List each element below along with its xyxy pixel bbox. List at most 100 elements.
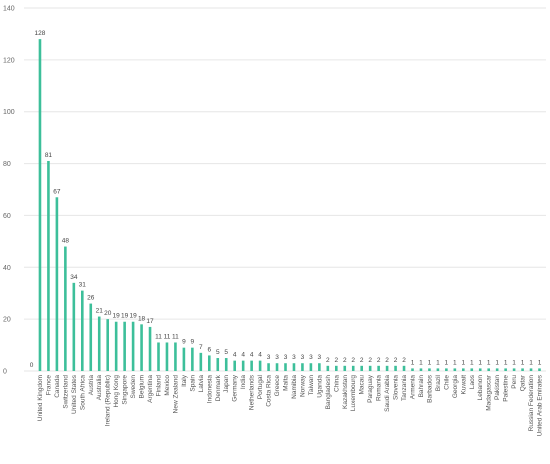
bar <box>148 326 152 371</box>
x-tick-label: Bahrain <box>418 375 425 398</box>
x-tick-label: Palestine <box>503 375 510 402</box>
data-label: 4 <box>250 352 254 359</box>
x-tick-label: United States <box>71 374 78 414</box>
data-label: 1 <box>453 359 457 366</box>
bar <box>478 368 482 371</box>
x-tick-label: Tanzania <box>401 375 408 401</box>
x-tick-label: Brazil <box>435 374 442 391</box>
x-tick-label: Finland <box>156 375 163 397</box>
bar <box>309 363 313 371</box>
x-tick-label: Armenia <box>410 375 417 400</box>
bar <box>487 368 490 371</box>
data-label: 3 <box>284 354 288 361</box>
data-label: 128 <box>35 30 46 37</box>
data-label: 1 <box>538 359 542 366</box>
bar <box>140 324 143 371</box>
bar <box>512 368 516 371</box>
bar <box>462 368 465 371</box>
y-tick-label: 120 <box>3 57 15 64</box>
x-tick-label: Slovenia <box>393 375 400 400</box>
x-tick-label: Pakistan <box>494 375 501 400</box>
x-tick-label: Chile <box>443 375 450 390</box>
data-label: 1 <box>411 359 415 366</box>
data-label: 1 <box>495 359 499 366</box>
bar <box>267 363 270 371</box>
x-tick-label: New Zealand <box>172 375 179 414</box>
x-tick-label: Kazakhstan <box>342 375 349 409</box>
data-label: 2 <box>334 357 338 364</box>
data-label: 3 <box>292 354 296 361</box>
data-label: 2 <box>326 357 330 364</box>
bar <box>529 368 533 371</box>
x-axis-labels: United Kingdom France Canada Switzerland Uni… <box>37 374 544 436</box>
x-tick-label: Taiwan <box>308 375 315 396</box>
bar <box>174 342 177 371</box>
bar <box>521 368 524 371</box>
x-tick-label: South Africa <box>79 375 86 410</box>
x-tick-label: Ireland (Republic) <box>105 375 112 426</box>
bar <box>233 360 236 371</box>
bar <box>351 365 355 371</box>
x-tick-label: Portugal <box>257 374 264 399</box>
bar <box>360 365 363 371</box>
data-label: 9 <box>182 339 186 346</box>
x-tick-label: Switzerland <box>62 375 69 409</box>
x-tick-label: Russian Federation <box>528 375 535 432</box>
data-label: 19 <box>129 313 137 320</box>
data-label: 11 <box>172 333 179 340</box>
bar <box>284 363 287 371</box>
data-label: 1 <box>487 359 491 366</box>
bar <box>72 282 76 371</box>
bar <box>123 321 126 371</box>
y-tick-label: 140 <box>3 6 15 13</box>
gridlines <box>24 7 546 372</box>
x-tick-label: Romania <box>376 375 383 401</box>
y-tick-label: 20 <box>3 317 11 324</box>
x-tick-label: India <box>240 375 247 389</box>
bar <box>385 365 389 371</box>
x-tick-label: Singapore <box>122 375 129 405</box>
bar <box>258 360 262 371</box>
data-label: 31 <box>79 282 87 289</box>
x-tick-label: Laos <box>469 374 476 389</box>
data-label: 48 <box>62 238 70 245</box>
bar <box>301 363 304 371</box>
bar <box>495 368 499 371</box>
bar <box>318 363 321 371</box>
bar <box>106 319 109 371</box>
x-tick-label: Peru <box>511 375 518 389</box>
y-tick-label: 40 <box>3 265 11 272</box>
data-label: 2 <box>351 357 355 364</box>
bar <box>250 360 253 371</box>
bar <box>326 365 330 371</box>
data-label: 1 <box>529 359 533 366</box>
data-label: 1 <box>521 359 525 366</box>
bar <box>241 360 245 371</box>
data-label: 1 <box>428 359 432 366</box>
bar <box>428 368 431 371</box>
data-label: 67 <box>53 188 61 195</box>
y-tick-label: 60 <box>3 213 11 220</box>
x-tick-label: Luxembourg <box>350 375 357 412</box>
bar <box>445 368 448 371</box>
data-label: 34 <box>70 274 78 281</box>
data-label: 26 <box>87 295 95 302</box>
data-label: 1 <box>512 359 516 366</box>
bar <box>89 303 93 371</box>
data-label: 3 <box>318 354 322 361</box>
x-tick-label: Mexico <box>164 375 171 396</box>
bars <box>38 39 541 371</box>
bar <box>55 197 59 371</box>
x-tick-label: Macau <box>359 375 366 395</box>
x-tick-label: Madagascar <box>486 374 493 411</box>
data-label: 4 <box>258 352 262 359</box>
bar <box>292 363 296 371</box>
x-tick-label: Norway <box>299 374 306 397</box>
x-tick-label: Germany <box>232 374 239 401</box>
data-label: 5 <box>216 349 220 356</box>
bar <box>165 342 169 371</box>
x-tick-label: Uganda <box>316 375 323 398</box>
x-tick-label: Namibia <box>291 375 298 399</box>
bar <box>199 352 203 371</box>
